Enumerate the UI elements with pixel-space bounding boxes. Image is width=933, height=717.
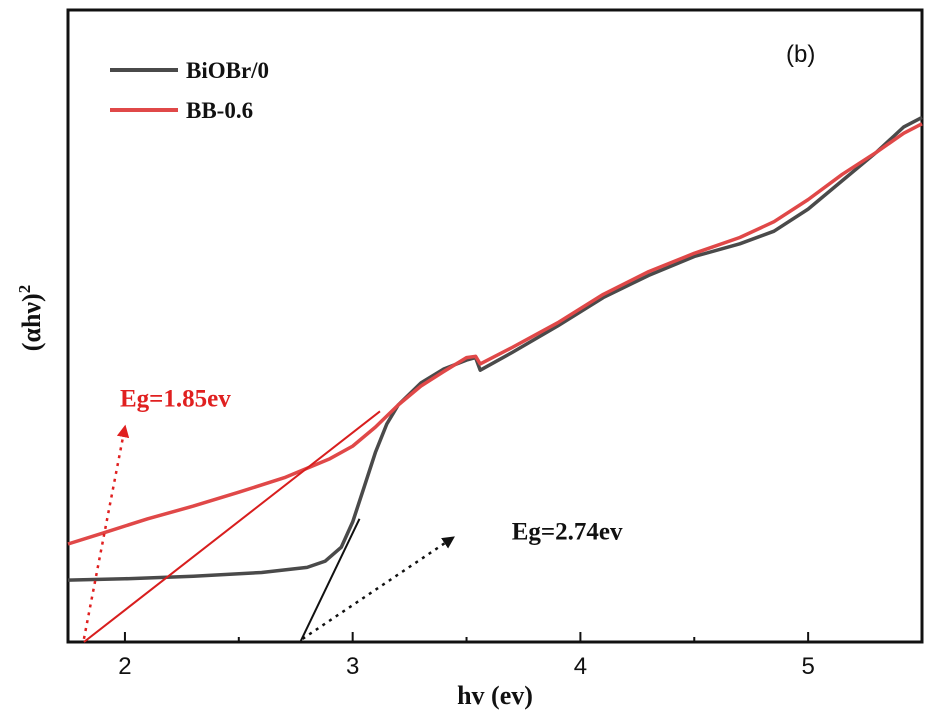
legend-label-bb06: BB-0.6 [186, 98, 253, 123]
annotation-text-1: Eg=1.85ev [120, 386, 231, 413]
y-axis-title-sup: 2 [15, 285, 34, 294]
panel-label: (b) [786, 41, 815, 68]
x-ticks: 2 3 4 5 [118, 632, 923, 680]
y-axis-title: (αhν)2 [15, 285, 46, 351]
annotation-layer: Eg=1.85ev Eg=2.74ev [82, 386, 623, 640]
annotation-arrow-2 [301, 536, 455, 640]
x-tick-label: 5 [801, 653, 814, 680]
x-tick-label: 3 [346, 653, 359, 680]
x-tick-label: 4 [574, 653, 587, 680]
tangent-layer [83, 410, 381, 643]
tangent-line-2 [299, 518, 361, 643]
plot-frame [66, 8, 924, 644]
annotation-text-2: Eg=2.74ev [512, 518, 623, 545]
series-line-biobr [67, 115, 923, 582]
x-axis-title: hv (ev) [457, 681, 533, 710]
legend: BiOBr/0 BB-0.6 [110, 58, 269, 123]
tangent-line-1 [83, 410, 381, 643]
x-tick-label: 2 [118, 653, 131, 680]
legend-label-biobr: BiOBr/0 [186, 58, 269, 83]
y-axis-title-base: (αhν) [17, 293, 46, 351]
series-line-bb06 [67, 122, 923, 546]
series-layer [67, 115, 923, 582]
